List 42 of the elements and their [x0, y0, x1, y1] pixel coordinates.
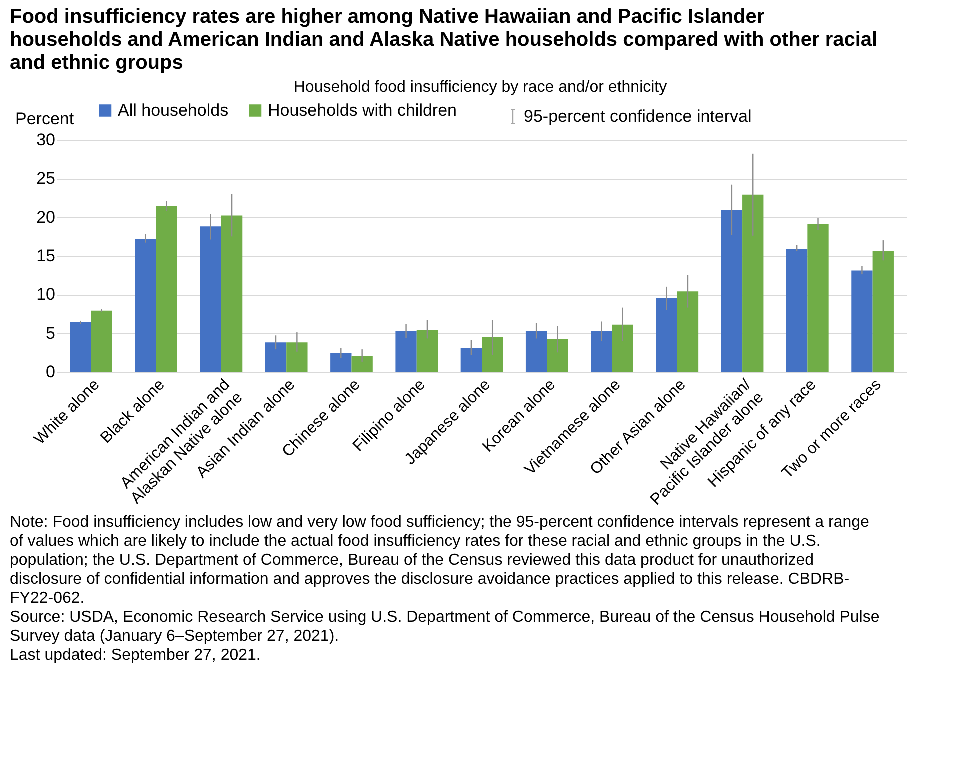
y-tick-label: 25 [36, 169, 56, 188]
bar [677, 292, 699, 372]
bar [786, 249, 808, 372]
bar [612, 324, 634, 372]
bar [656, 298, 678, 372]
bar [70, 322, 92, 372]
bar [591, 331, 612, 372]
bar [156, 206, 178, 372]
text: Note: Food insufficiency includes low and very low food sufficiency; the 95-percent confidence intervals represent a range of values which are likely to include the actual food insufficiency rates for these racial and ethnic groups in the U.S. population; the U.S. Department of Commerce, Bureau of the Census reviewed this data product for unauthorized disclosure of confidential information and approves the disclosure avoidance practices applied to this release. CBDRB-FY22-062. [10, 513, 870, 608]
y-tick-label: 30 [36, 130, 56, 150]
bar [286, 342, 308, 372]
bar [808, 224, 829, 372]
y-tick-label: 10 [36, 285, 56, 304]
bar [396, 331, 417, 372]
y-tick-label: 15 [36, 246, 56, 266]
chart-title: Food insufficiency rates are higher among Native Hawaiian and Pacific Islander households and American Indian and Alaska Native households compared with other racial and ethnic groups [10, 6, 879, 75]
bar [526, 331, 548, 372]
bar [721, 210, 743, 372]
bar [200, 226, 222, 372]
bar [742, 194, 764, 372]
bar [135, 238, 156, 372]
text: Last updated: September 27, 2021. [10, 646, 262, 665]
legend-label: All households [118, 100, 229, 120]
bar [416, 330, 438, 372]
bar [482, 337, 504, 372]
bar [265, 342, 287, 372]
bar [330, 353, 352, 372]
bar [872, 251, 894, 372]
bar [460, 348, 482, 372]
y-tick-label: 0 [46, 362, 56, 382]
source-note: Source: USDA, Economic Research Service using U.S. Department of Commerce, Bureau of the Census Household Pulse Survey data (January 6–September 27, 2021). [10, 608, 880, 646]
y-tick-label: 20 [36, 208, 56, 227]
bar [221, 216, 243, 372]
bar [547, 340, 568, 372]
bar [91, 310, 112, 372]
text: 95-percent confidence interval [524, 107, 752, 127]
legend-label: Households with children [268, 100, 457, 120]
y-axis-title: Percent [16, 110, 74, 128]
bar [352, 356, 373, 372]
chart-subtitle: Household food insufficiency by race and/or ethnicity [292, 79, 668, 97]
y-tick-label: 5 [46, 324, 56, 343]
bar [852, 270, 873, 372]
